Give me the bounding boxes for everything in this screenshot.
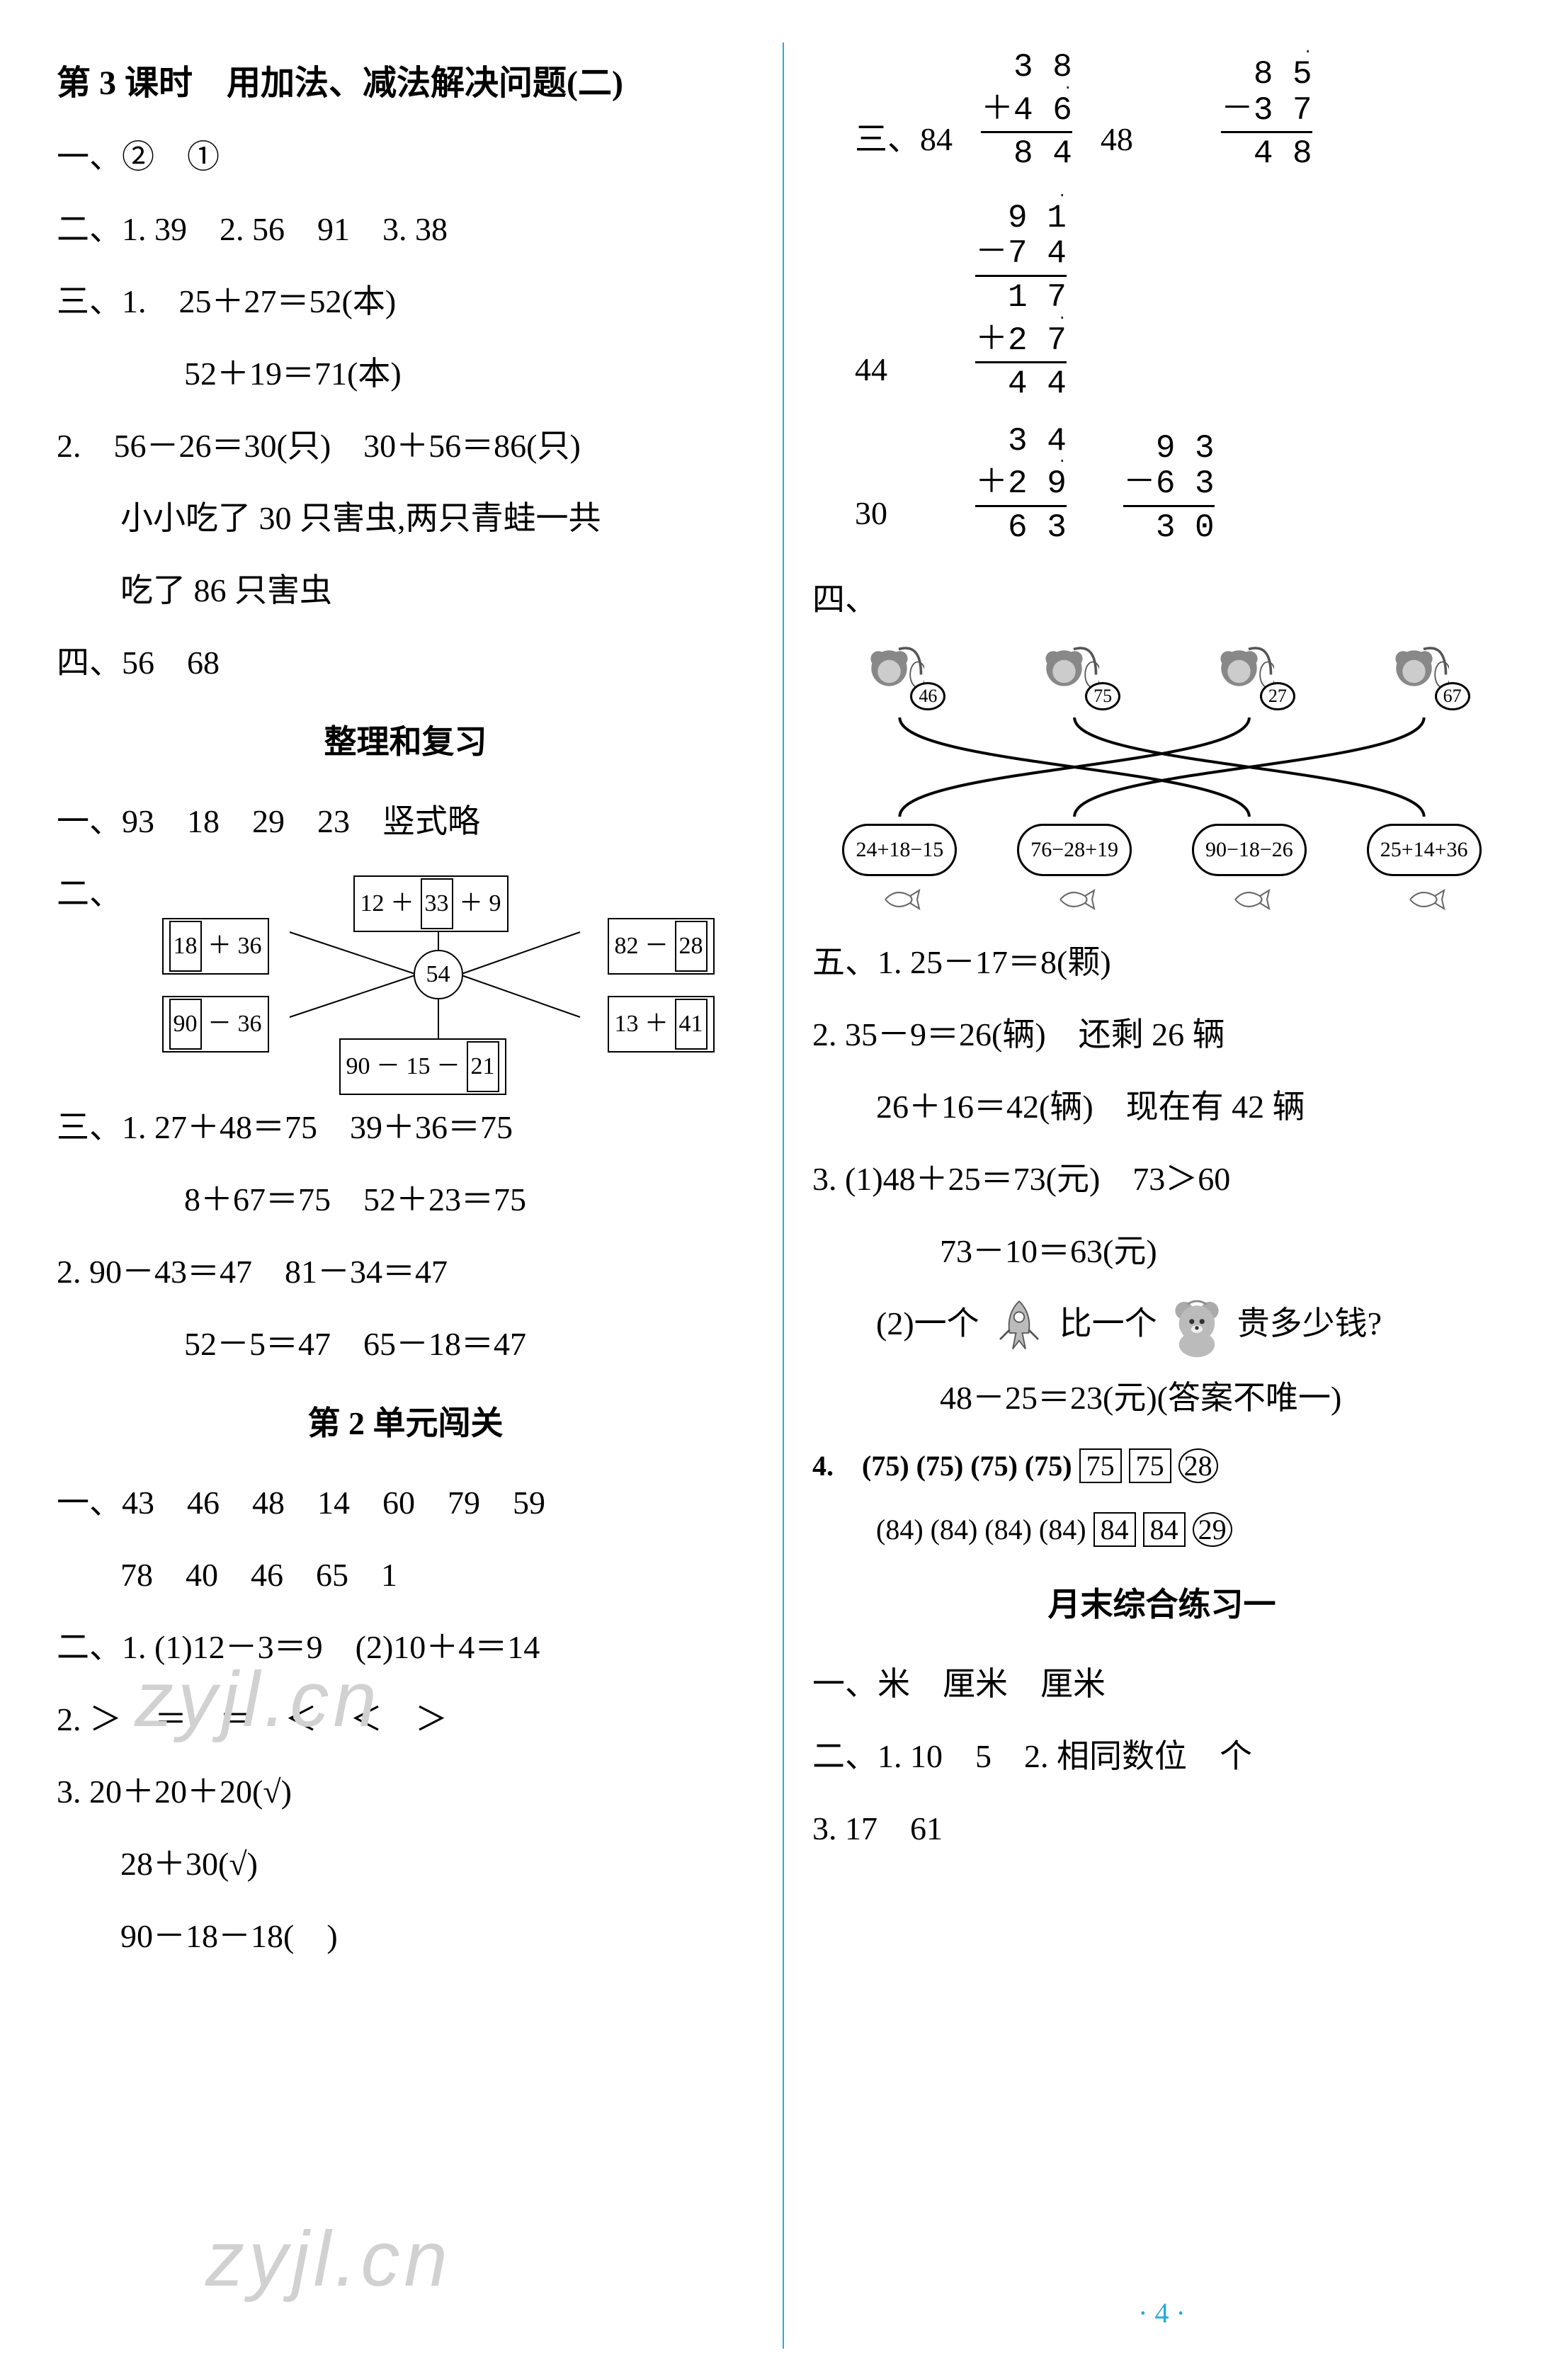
monkey-value-1: 46: [910, 682, 945, 710]
s5-4b-pre: (84) (84) (84) (84): [876, 1514, 1086, 1545]
vcalc2-lead: 44: [855, 337, 947, 402]
s5-2b: 26＋16＝42(辆) 现在有 42 辆: [812, 1074, 1511, 1140]
left-column: 第 3 课时 用加法、减法解决问题(二) 一、② ① 二、1. 39 2. 56…: [28, 42, 784, 2349]
watermark-2: zyjl.cn: [205, 2182, 452, 2337]
oval-4: 25+14+36: [1367, 824, 1482, 876]
lesson-title: 第 3 课时 用加法、减法解决问题(二): [57, 50, 754, 118]
monkey-value-2: 75: [1085, 682, 1120, 710]
sq-75-2: 75: [1129, 1448, 1171, 1483]
s5-3a: 3. (1)48＋25＝73(元) 73＞60: [812, 1147, 1511, 1212]
s5-3c: (2)一个 比一个 贵多少钱?: [812, 1291, 1511, 1358]
vcalc-row-1: 三、84 3 8 · ＋4 6 8 4 48 · 8 5 －3 7 4 8: [855, 50, 1511, 172]
fish-icon: [1053, 882, 1096, 917]
m2: 二、1. 10 5 2. 相同数位 个: [812, 1724, 1511, 1789]
line-yi: 一、② ①: [57, 125, 754, 190]
u3a: 3. 20＋20＋20(√): [57, 1759, 754, 1825]
u1b: 78 40 46 65 1: [57, 1543, 754, 1608]
sq-84-2: 84: [1143, 1512, 1186, 1547]
vcalc1: 3 8 · ＋4 6 8 4: [981, 50, 1072, 172]
r3c: 2. 90－43＝47 81－34＝47: [57, 1239, 754, 1305]
review-title: 整理和复习: [57, 710, 754, 775]
vcalc-row-2: 44 · 9 1 －7 4 1 7 · ＋2 7 4 4: [855, 193, 1511, 402]
s5-1: 五、1. 25－17＝8(颗): [812, 930, 1511, 995]
line-si: 四、56 68: [57, 630, 754, 696]
vcalc3a: 3 4 · ＋2 9 6 3: [975, 424, 1067, 546]
sq-75-1: 75: [1079, 1448, 1122, 1483]
oval-3: 90−18−26: [1192, 824, 1307, 876]
line-san2b: 小小吃了 30 只害虫,两只青蛙一共: [57, 486, 754, 551]
m3: 3. 17 61: [812, 1796, 1511, 1861]
diagram-center: 54: [414, 950, 463, 999]
vcalc2: · 9 1 －7 4 1 7 · ＋2 7 4 4: [975, 193, 1067, 402]
section-4: 四、: [812, 567, 1511, 632]
match-lines-icon: [812, 710, 1511, 824]
vcalc1-lead: 三、84: [855, 107, 953, 172]
diagram-tr: 82 － 28: [608, 918, 715, 975]
s5-4b: (84) (84) (84) (84) 84 84 29: [812, 1502, 1511, 1558]
diagram-tl: 18 ＋ 36: [162, 918, 269, 975]
u3c: 90－18－18( ): [57, 1904, 754, 1969]
diagram-br: 13 ＋ 41: [608, 996, 715, 1053]
diagram-bottom: 90 － 15 － 21: [339, 1038, 506, 1095]
sq-84-1: 84: [1093, 1512, 1136, 1547]
s5-3c-mid: 比一个: [1059, 1305, 1157, 1341]
line-san2: 2. 56－26＝30(只) 30＋56＝86(只): [57, 414, 754, 479]
line-san2c: 吃了 86 只害虫: [57, 558, 754, 623]
monkey-value-3: 27: [1260, 682, 1295, 710]
diagram-54: 12 ＋ 12 ＋ 33 ＋ 933 ＋ 9 18 ＋ 36 90 － 36 8…: [148, 868, 729, 1081]
diagram-bl: 90 － 36: [162, 996, 269, 1053]
line-san: 三、1. 25＋27＝52(本): [57, 269, 754, 334]
r3d: 52－5＝47 65－18＝47: [57, 1312, 754, 1377]
monkey-2: 75: [1035, 640, 1113, 710]
u1a: 一、43 46 48 14 60 79 59: [57, 1470, 754, 1536]
vcalc-row-3: 30 3 4 · ＋2 9 6 3 9 3 －6 3 3 0: [855, 424, 1511, 546]
u2: 二、1. (1)12－3＝9 (2)10＋4＝14: [57, 1615, 754, 1680]
monkey-value-4: 67: [1435, 682, 1470, 710]
monkey-3: 27: [1210, 640, 1288, 710]
u2b: 2. ＞ ＝ ＝ ＜ ＜ ＞: [57, 1687, 754, 1752]
line-san-b: 52＋19＝71(本): [57, 341, 754, 407]
unit2-title: 第 2 单元闯关: [57, 1391, 754, 1456]
line-er: 二、1. 39 2. 56 91 3. 38: [57, 197, 754, 262]
oval-2: 76−28+19: [1017, 824, 1132, 876]
fish-icon: [1403, 882, 1445, 917]
ci-29: 29: [1193, 1512, 1232, 1547]
vcalc1b-lead: 48: [1101, 107, 1193, 172]
ci-28: 28: [1178, 1448, 1218, 1483]
s5-3d: 48－25＝23(元)(答案不唯一): [812, 1366, 1511, 1431]
m1: 一、米 厘米 厘米: [812, 1652, 1511, 1717]
s5-3c-post: 贵多少钱?: [1237, 1305, 1382, 1341]
review-1: 一、93 18 29 23 竖式略: [57, 789, 754, 854]
review-2-lead: 二、: [57, 861, 122, 1088]
rocket-icon: [987, 1295, 1051, 1358]
monkey-4: 67: [1385, 640, 1463, 710]
r3a: 三、1. 27＋48＝75 39＋36＝75: [57, 1095, 754, 1160]
oval-1: 24+18−15: [842, 824, 957, 876]
page-number: · 4 ·: [784, 2285, 1540, 2342]
diagram-top: 12 ＋ 12 ＋ 33 ＋ 933 ＋ 9: [353, 875, 509, 932]
r3b: 8＋67＝75 52＋23＝75: [57, 1167, 754, 1232]
vcalc3b: 9 3 －6 3 3 0: [1123, 431, 1215, 546]
month-title: 月末综合练习一: [812, 1572, 1511, 1638]
s5-2a: 2. 35－9＝26(辆) 还剩 26 辆: [812, 1002, 1511, 1067]
fish-icon: [878, 882, 921, 917]
fish-icon: [1228, 882, 1271, 917]
monkey-1: 46: [860, 640, 938, 710]
vcalc1b: · 8 5 －3 7 4 8: [1221, 50, 1312, 172]
right-column: 三、84 3 8 · ＋4 6 8 4 48 · 8 5 －3 7 4 8 44…: [784, 42, 1540, 2349]
matching-diagram: 46 75 27 67 24+18−15 76−28+19 90−1: [812, 640, 1511, 923]
u3b: 28＋30(√): [57, 1832, 754, 1897]
s5-4a-pre: 4. (75) (75) (75) (75): [812, 1450, 1072, 1482]
bear-icon: [1165, 1295, 1229, 1358]
s5-3c-pre: (2)一个: [876, 1305, 979, 1341]
s5-3b: 73－10＝63(元): [812, 1219, 1511, 1284]
vcalc3-lead: 30: [855, 481, 947, 546]
s5-4a: 4. (75) (75) (75) (75) 75 75 28: [812, 1438, 1511, 1494]
